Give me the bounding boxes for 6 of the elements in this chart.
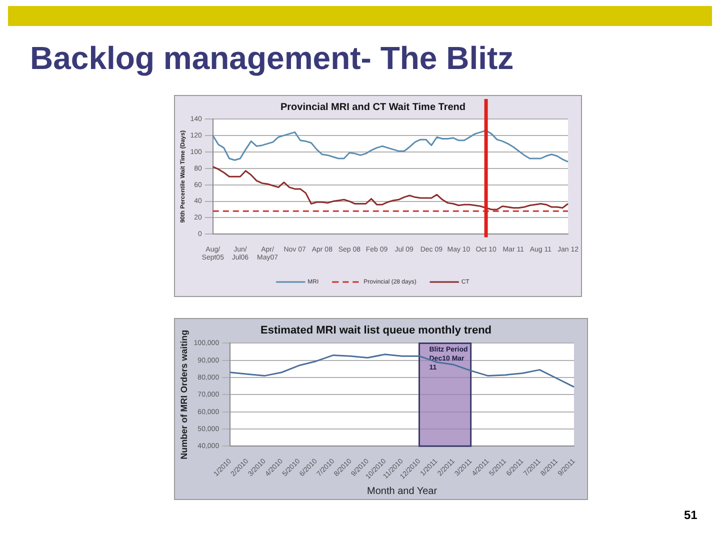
x-axis-title: Month and Year (367, 486, 438, 497)
y-axis-title: Number of MRI Orders waiting (178, 330, 189, 460)
chart-title: Provincial MRI and CT Wait Time Trend (280, 102, 466, 113)
text: Backlog management- The Blitz (30, 40, 514, 77)
text: 51 (684, 508, 698, 522)
chart-title: Estimated MRI wait list queue monthly trend (260, 324, 492, 337)
